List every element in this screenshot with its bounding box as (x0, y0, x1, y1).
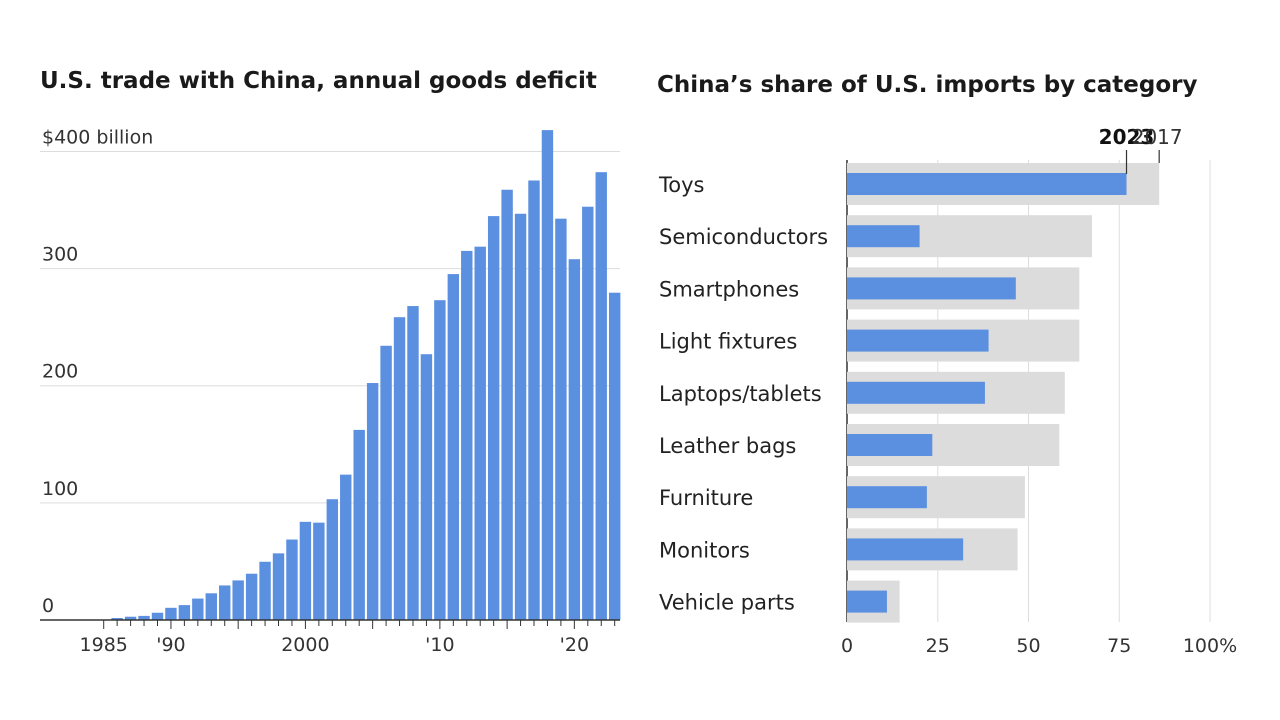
left-chart-title: U.S. trade with China, annual goods defi… (40, 68, 597, 94)
category-label: Smartphones (659, 277, 799, 301)
deficit-bar (353, 429, 365, 620)
bar-2017 (847, 424, 1060, 466)
deficit-bar (608, 292, 621, 620)
deficit-bar (219, 585, 231, 620)
bar-2017 (847, 163, 1160, 205)
bar-2017 (847, 215, 1093, 258)
deficit-bar (447, 274, 460, 620)
deficit-bar (326, 499, 338, 620)
deficit-bar (286, 539, 298, 620)
deficit-bar (259, 561, 271, 620)
deficit-bar (313, 522, 325, 620)
deficit-bar (595, 172, 607, 621)
deficit-bar (340, 474, 352, 620)
deficit-bar (192, 598, 204, 620)
deficit-bar (299, 521, 312, 620)
deficit-bar (272, 553, 285, 620)
bar-2023 (847, 486, 927, 509)
bar-2023 (847, 538, 964, 561)
bar-2023 (847, 381, 985, 404)
x-tick-label: 0 (841, 635, 853, 657)
bar-2023 (847, 434, 933, 456)
x-tick-label: 100% (1183, 635, 1237, 657)
deficit-bar (205, 593, 217, 620)
x-tick-label: '90 (156, 634, 185, 656)
bar-2017 (847, 319, 1080, 362)
right-chart-title: China’s share of U.S. imports by categor… (657, 72, 1198, 98)
deficit-bar (487, 216, 500, 621)
deficit-bar (528, 180, 540, 620)
bar-2023 (847, 225, 920, 248)
deficit-bar (245, 573, 258, 620)
x-tick-label: '20 (560, 634, 589, 656)
bar-2017 (847, 371, 1065, 414)
x-tick-label: '10 (425, 634, 454, 656)
category-label: Leather bags (659, 434, 796, 458)
deficit-bar (541, 130, 554, 620)
bar-2023 (847, 277, 1016, 300)
deficit-bar (474, 246, 486, 621)
y-tick-label: 300 (42, 244, 78, 266)
deficit-bar (582, 206, 594, 620)
y-tick-label: $400 billion (42, 126, 153, 148)
deficit-bar (555, 218, 567, 621)
y-tick-label: 100 (42, 478, 78, 500)
bar-2023 (847, 173, 1127, 195)
deficit-bar (151, 612, 164, 620)
deficit-bar (232, 580, 244, 620)
deficit-bar (124, 616, 137, 620)
series-2023-label: 2023 (1099, 125, 1155, 149)
deficit-bar (138, 615, 150, 620)
x-tick-label: 2000 (281, 634, 329, 656)
x-tick-label: 75 (1107, 635, 1131, 657)
category-label: Light fixtures (659, 330, 797, 354)
deficit-bar (380, 345, 392, 620)
bar-2023 (847, 590, 887, 613)
deficit-bar (407, 306, 419, 620)
deficit-bar (111, 618, 123, 620)
deficit-bar (393, 317, 406, 620)
bar-2017 (847, 528, 1018, 571)
deficit-bar (461, 250, 473, 621)
deficit-bar (434, 300, 446, 620)
deficit-bar (178, 605, 191, 620)
deficit-bar (568, 259, 581, 620)
x-tick-label: 50 (1016, 635, 1040, 657)
bar-2017 (847, 580, 900, 623)
deficit-bar (501, 189, 513, 620)
category-label: Furniture (659, 486, 753, 510)
deficit-bar (165, 607, 177, 620)
category-label: Laptops/tablets (659, 382, 822, 406)
category-label: Toys (658, 173, 704, 197)
deficit-bar (420, 354, 433, 620)
deficit-bar (366, 383, 379, 620)
deficit-bar-chart: 0 100 200 300 $400 billion 1985 '90 2000 '10 '20 (40, 126, 621, 656)
category-label: Semiconductors (659, 225, 828, 249)
category-label: Monitors (659, 538, 750, 562)
category-label: Vehicle parts (659, 591, 795, 615)
x-tick-label: 25 (926, 635, 950, 657)
bar-2023 (847, 329, 989, 352)
deficit-bar (514, 213, 527, 620)
bar-2017 (847, 476, 1025, 519)
x-tick-label: 1985 (80, 634, 128, 656)
series-2017-label: 2017 (1132, 125, 1183, 149)
y-tick-label: 0 (42, 595, 54, 617)
bar-2017 (847, 267, 1080, 310)
y-tick-label: 200 (42, 361, 78, 383)
